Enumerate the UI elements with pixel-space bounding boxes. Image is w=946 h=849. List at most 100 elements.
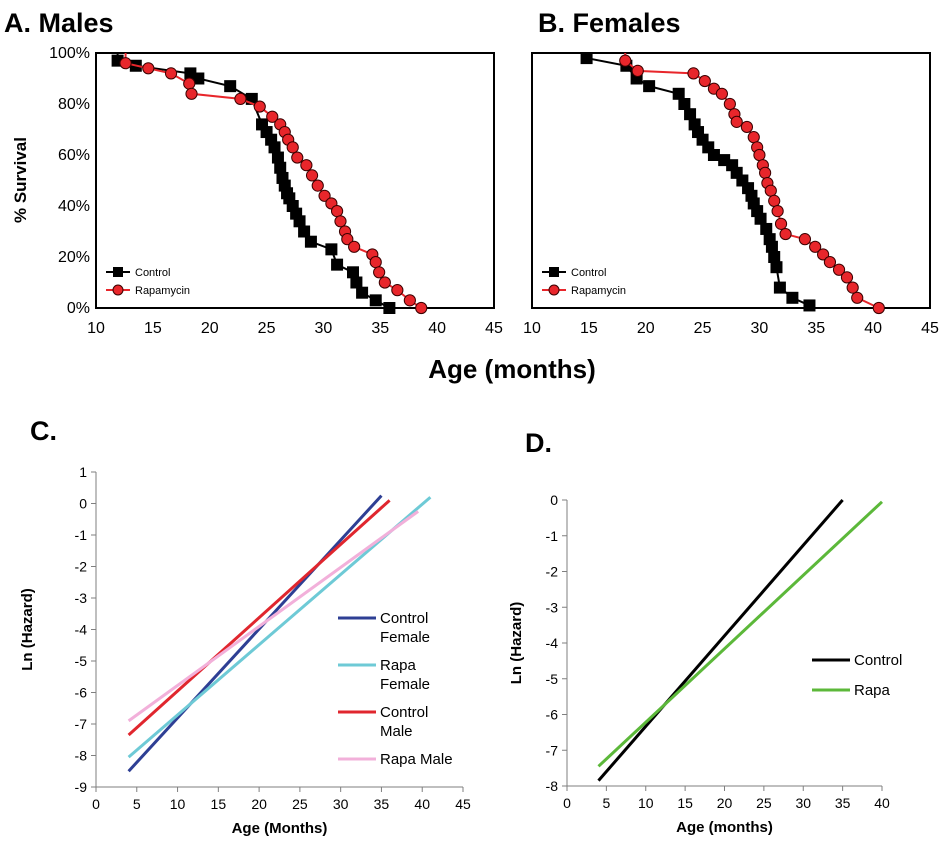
x-tick-label: 40 <box>414 796 430 812</box>
data-point-circle <box>872 301 885 315</box>
data-point-square <box>773 281 786 294</box>
y-tick-label: -2 <box>75 559 88 575</box>
data-point-square <box>672 87 685 100</box>
legend-label: Female <box>380 629 430 646</box>
data-point-circle <box>330 205 344 218</box>
x-tick-label: 20 <box>251 796 267 812</box>
y-tick-label: 80% <box>58 96 90 113</box>
data-point-square <box>271 151 284 164</box>
data-point-circle <box>832 263 846 276</box>
x-tick-label: 15 <box>211 796 227 812</box>
data-point-circle <box>730 115 743 128</box>
x-tick-label: 35 <box>807 320 825 337</box>
y-tick-label: -9 <box>75 779 88 795</box>
x-tick-label: 20 <box>201 320 219 337</box>
legend-label: Rapa <box>380 657 417 674</box>
panel-c-title: C. <box>30 416 57 446</box>
y-tick-label: 0% <box>67 300 90 317</box>
data-point-circle <box>415 301 428 315</box>
data-point-square <box>754 212 767 225</box>
data-point-square <box>192 72 205 85</box>
y-tick-label: -3 <box>546 599 559 615</box>
data-point-square <box>580 52 593 65</box>
legend-label: Male <box>380 723 413 740</box>
data-point-square <box>768 251 781 263</box>
x-tick-label: 45 <box>485 320 503 337</box>
x-tick-label: 40 <box>864 320 882 337</box>
y-tick-label: -6 <box>546 707 559 723</box>
x-tick-label: 5 <box>133 796 141 812</box>
data-point-circle <box>846 281 859 294</box>
data-point-circle <box>164 67 178 80</box>
data-point-circle <box>747 131 760 144</box>
data-point-square <box>770 261 783 274</box>
data-point-circle <box>286 141 299 154</box>
data-point-circle <box>817 248 830 261</box>
data-point-square <box>298 225 311 238</box>
series-line-control <box>597 499 844 782</box>
data-point-square <box>786 291 799 304</box>
data-point-square <box>707 149 720 161</box>
chart-c-hazard: 10-1-2-3-4-5-6-7-8-90 5 10 15 20 25 30 35 40 45Ag… <box>19 464 471 837</box>
data-point-circle <box>759 166 772 179</box>
y-axis-label: Ln (Hazard) <box>19 588 36 671</box>
y-tick-label: 60% <box>58 147 90 164</box>
data-point-square <box>356 286 369 299</box>
y-tick-label: -7 <box>75 716 88 732</box>
x-tick-label: 30 <box>751 320 769 337</box>
x-axis-label: Age (Months) <box>232 820 328 837</box>
data-point-circle <box>619 54 632 67</box>
data-point-square <box>293 215 306 228</box>
panel-d-title: D. <box>525 428 552 458</box>
legend-label: Rapa Male <box>380 751 453 768</box>
x-axis-label: Age (months) <box>676 819 773 836</box>
plot-frame <box>95 52 495 309</box>
data-point-circle <box>253 100 266 113</box>
panel-a-title: A. Males <box>4 8 114 38</box>
chart-a-males: 0% 20% 40% 60% 80% 100% 10 15 20 25 30 35 40 45 Contro… <box>49 45 503 337</box>
data-point-circle <box>378 276 391 289</box>
data-point-circle <box>753 148 766 162</box>
data-point-square <box>643 80 656 93</box>
data-point-circle <box>266 110 279 123</box>
data-point-square <box>346 266 359 279</box>
x-tick-label: 15 <box>677 795 693 811</box>
data-point-circle <box>318 189 331 202</box>
data-point-circle <box>369 256 382 269</box>
data-point-circle <box>234 92 247 106</box>
legend-label: Control <box>571 267 606 279</box>
legend-marker-circle <box>548 284 560 296</box>
data-point-square <box>350 276 363 289</box>
data-point-circle <box>185 87 198 100</box>
panel-b-title: B. Females <box>538 8 681 38</box>
plot-frame <box>531 52 931 309</box>
x-tick-label: 30 <box>333 796 349 812</box>
y-tick-label: -8 <box>75 748 88 764</box>
y-tick-label: -7 <box>546 742 559 758</box>
x-tick-label: 25 <box>756 795 772 811</box>
data-point-square <box>274 161 287 174</box>
x-tick-label: 45 <box>921 320 939 337</box>
legend-label: Female <box>380 676 430 693</box>
data-point-circle <box>723 97 736 111</box>
x-tick-label: 15 <box>580 320 598 337</box>
y-tick-label: 1 <box>79 464 87 480</box>
data-point-circle <box>334 215 347 228</box>
data-point-circle <box>305 169 319 182</box>
x-tick-label: 40 <box>428 320 446 337</box>
data-point-circle <box>373 266 386 279</box>
series-line-rapa-male <box>127 510 420 723</box>
data-point-circle <box>779 227 792 241</box>
data-point-circle <box>771 205 784 218</box>
data-point-circle <box>183 77 196 90</box>
data-point-circle <box>823 256 837 269</box>
x-tick-label: 30 <box>315 320 333 337</box>
data-point-square <box>678 98 691 110</box>
y-tick-label: 0 <box>79 496 87 512</box>
y-tick-label: 100% <box>49 45 90 62</box>
x-tick-label: 20 <box>637 320 655 337</box>
data-point-circle <box>809 240 822 253</box>
data-point-square <box>268 141 281 154</box>
